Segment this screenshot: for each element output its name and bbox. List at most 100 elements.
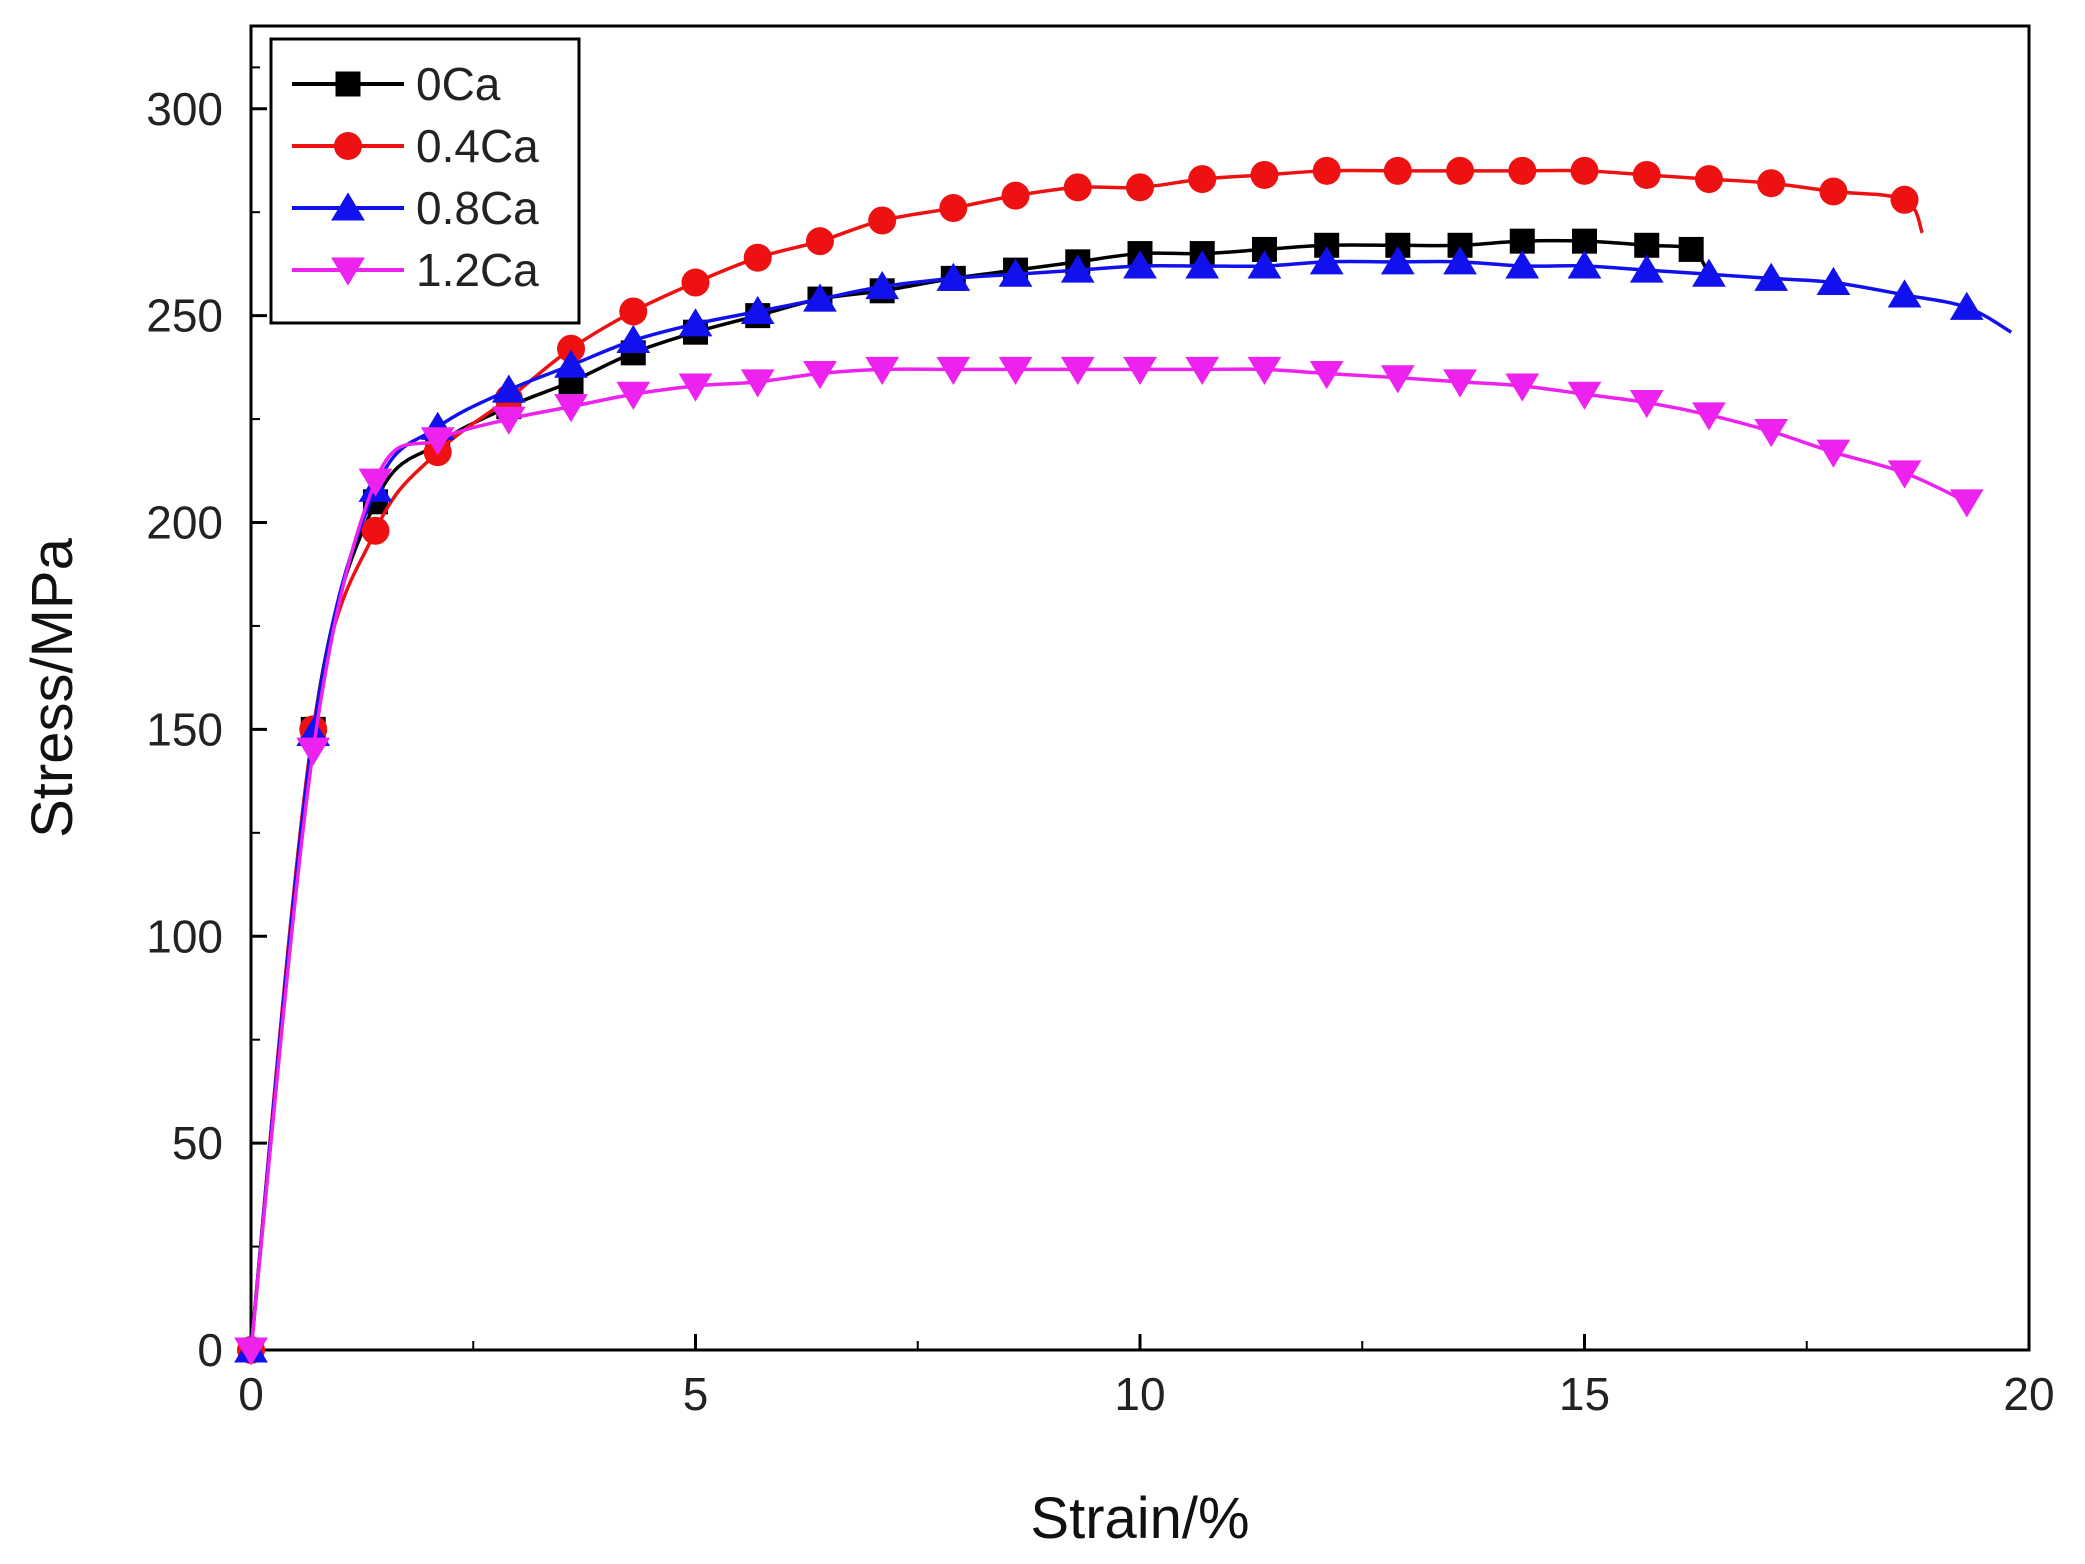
legend-item-1.2Ca: 1.2Ca: [292, 244, 539, 296]
data-point: [1567, 250, 1602, 279]
data-point: [1446, 156, 1475, 185]
data-point: [1247, 250, 1282, 279]
legend-label: 0.4Ca: [416, 120, 539, 172]
data-point: [865, 271, 900, 300]
series-0.8Ca: [234, 246, 2013, 1363]
data-point: [1629, 390, 1664, 419]
data-point: [616, 381, 651, 410]
data-point: [939, 194, 968, 223]
data-point: [491, 374, 526, 403]
data-point: [1632, 160, 1661, 189]
y-tick-label: 50: [172, 1117, 223, 1169]
y-tick-label: 250: [146, 290, 223, 342]
data-point: [1949, 291, 1984, 320]
data-point: [1380, 365, 1415, 394]
data-point: [743, 243, 772, 272]
data-point: [358, 468, 393, 497]
legend-item-0Ca: 0Ca: [292, 58, 501, 110]
y-tick-label: 150: [146, 703, 223, 755]
data-point: [1509, 228, 1535, 254]
data-point: [1185, 356, 1220, 386]
legend-label: 0.8Ca: [416, 182, 539, 234]
data-point: [865, 356, 900, 386]
x-tick-label: 10: [1114, 1368, 1165, 1420]
data-point: [1754, 418, 1789, 448]
data-point: [1629, 254, 1664, 283]
legend-marker: [334, 132, 362, 160]
x-axis-title: Strain/%: [1030, 1486, 1249, 1551]
data-point: [616, 324, 651, 353]
legend-item-0.8Ca: 0.8Ca: [292, 182, 539, 234]
data-point: [936, 356, 971, 386]
data-point: [1060, 356, 1095, 386]
legend-marker: [335, 71, 361, 97]
data-point: [554, 394, 588, 423]
y-tick-label: 300: [146, 83, 223, 135]
data-point: [1572, 228, 1597, 254]
x-tick-label: 0: [238, 1368, 264, 1420]
data-point: [740, 295, 775, 324]
data-point: [678, 308, 713, 337]
data-point: [1816, 266, 1851, 296]
legend-item-0.4Ca: 0.4Ca: [292, 120, 539, 172]
data-point: [805, 227, 834, 256]
data-point: [1890, 185, 1919, 214]
data-point: [1819, 177, 1848, 206]
data-point: [420, 427, 455, 456]
data-point: [1123, 356, 1157, 386]
data-point: [1887, 279, 1922, 308]
data-point: [1505, 373, 1540, 402]
data-point: [1692, 402, 1726, 431]
x-tick-label: 15: [1559, 1368, 1610, 1420]
data-point: [1247, 356, 1282, 386]
data-point: [1123, 250, 1157, 279]
legend: 0Ca 0.4Ca 0.8Ca 1.2Ca: [269, 37, 581, 325]
data-point: [1570, 156, 1599, 185]
x-tick-label: 20: [2003, 1368, 2054, 1420]
data-point: [1250, 160, 1279, 189]
series-1.2Ca: [234, 356, 1984, 1366]
data-point: [1634, 232, 1660, 258]
data-point: [740, 369, 775, 398]
data-point: [681, 268, 710, 297]
legend-label: 0Ca: [416, 58, 501, 110]
data-point: [998, 258, 1033, 287]
legend-marker: [331, 192, 365, 221]
data-point: [619, 297, 648, 326]
data-point: [868, 206, 897, 235]
axes: 0 5 10 15 20050100150200250300Strain/%Stress…: [20, 24, 2055, 1551]
data-point: [1887, 460, 1922, 489]
data-point: [1001, 181, 1030, 210]
data-point: [1678, 236, 1704, 262]
data-point: [1443, 369, 1477, 398]
data-point: [803, 283, 837, 312]
data-point: [491, 406, 526, 435]
x-tick-label: 5: [683, 1368, 709, 1420]
y-tick-label: 0: [197, 1324, 223, 1376]
data-point: [1063, 173, 1092, 202]
data-point: [1757, 169, 1786, 198]
data-point: [1816, 439, 1851, 468]
data-point: [1567, 381, 1602, 410]
data-point: [1312, 156, 1341, 185]
data-point: [1309, 361, 1344, 390]
y-tick-label: 200: [146, 497, 223, 549]
legend-box: [269, 37, 581, 325]
data-point: [361, 516, 390, 545]
data-point: [1060, 254, 1095, 283]
data-point: [1188, 165, 1217, 194]
data-point: [234, 1337, 268, 1366]
data-point: [554, 349, 588, 378]
data-point: [1185, 250, 1220, 279]
plot-series: [234, 156, 2013, 1366]
data-point: [557, 334, 586, 363]
data-point: [1126, 173, 1154, 202]
data-point: [1949, 489, 1984, 518]
data-point: [998, 356, 1033, 386]
data-point: [296, 737, 331, 766]
y-tick-label: 100: [146, 910, 223, 962]
data-point: [803, 361, 837, 390]
y-axis-title: Stress/MPa: [20, 537, 85, 837]
data-point: [1383, 156, 1412, 185]
